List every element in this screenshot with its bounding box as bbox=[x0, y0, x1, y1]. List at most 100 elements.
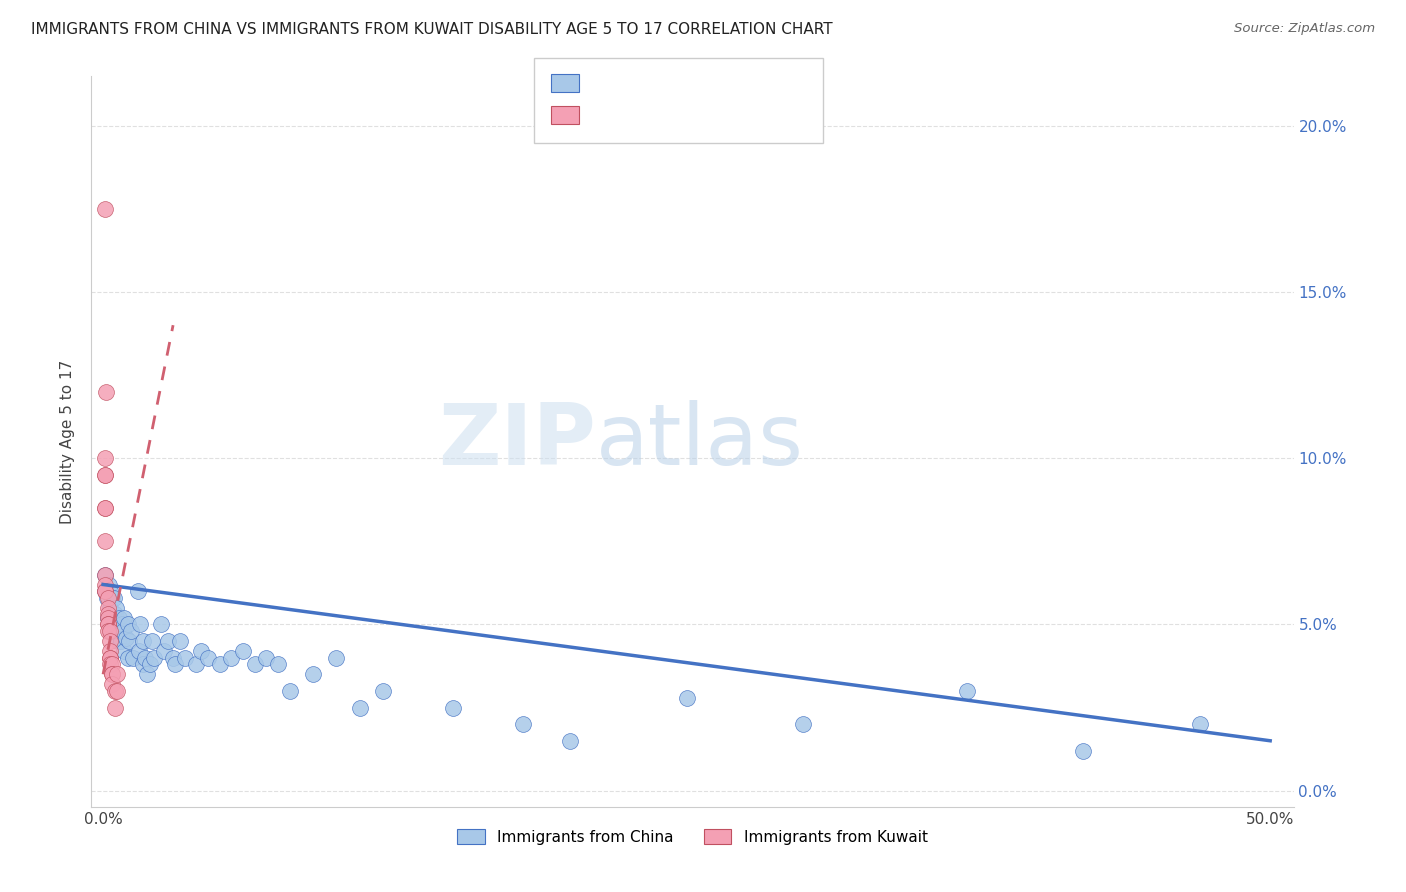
Point bbox=[1073, 744, 1095, 758]
Point bbox=[97, 617, 120, 632]
Point bbox=[94, 567, 117, 582]
Point bbox=[103, 617, 125, 632]
Point bbox=[104, 607, 127, 622]
Point bbox=[94, 534, 117, 549]
Point bbox=[103, 591, 125, 605]
Point bbox=[104, 684, 127, 698]
Text: ZIP: ZIP bbox=[439, 400, 596, 483]
Point bbox=[105, 667, 128, 681]
Point bbox=[118, 634, 141, 648]
Point bbox=[96, 591, 118, 605]
Point bbox=[98, 650, 121, 665]
Point bbox=[98, 624, 121, 638]
Point bbox=[278, 684, 301, 698]
Point bbox=[107, 634, 129, 648]
Point bbox=[127, 584, 149, 599]
Point bbox=[101, 657, 124, 672]
Point bbox=[98, 617, 121, 632]
Point bbox=[108, 611, 131, 625]
Point bbox=[97, 624, 120, 638]
Point bbox=[373, 684, 395, 698]
Point bbox=[157, 634, 180, 648]
Point bbox=[132, 657, 155, 672]
Point bbox=[98, 634, 121, 648]
Point bbox=[221, 650, 243, 665]
Point bbox=[94, 584, 117, 599]
Point bbox=[94, 584, 117, 599]
Text: -0.627: -0.627 bbox=[626, 76, 683, 90]
Text: Source: ZipAtlas.com: Source: ZipAtlas.com bbox=[1234, 22, 1375, 36]
Point bbox=[105, 684, 128, 698]
Point bbox=[98, 657, 121, 672]
Point bbox=[98, 584, 121, 599]
Text: atlas: atlas bbox=[596, 400, 804, 483]
Point bbox=[190, 644, 212, 658]
Point bbox=[441, 700, 464, 714]
Point bbox=[100, 624, 122, 638]
Point bbox=[128, 644, 150, 658]
Legend: Immigrants from China, Immigrants from Kuwait: Immigrants from China, Immigrants from K… bbox=[451, 822, 934, 851]
Point bbox=[150, 617, 173, 632]
Point bbox=[97, 611, 120, 625]
Point bbox=[208, 657, 231, 672]
Point bbox=[98, 600, 121, 615]
Point bbox=[117, 650, 139, 665]
Point bbox=[101, 677, 124, 691]
Point bbox=[98, 650, 121, 665]
Point bbox=[97, 611, 120, 625]
Point bbox=[108, 624, 131, 638]
Point bbox=[94, 501, 117, 516]
Text: N =: N = bbox=[693, 109, 730, 123]
Text: 0.283: 0.283 bbox=[626, 109, 676, 123]
Point bbox=[94, 384, 117, 399]
Point bbox=[98, 644, 121, 658]
Point bbox=[256, 650, 278, 665]
Point bbox=[512, 717, 534, 731]
Point bbox=[104, 624, 127, 638]
Point bbox=[1189, 717, 1212, 731]
Point bbox=[94, 451, 117, 466]
Point bbox=[120, 624, 142, 638]
Point bbox=[105, 617, 128, 632]
Point bbox=[134, 650, 156, 665]
Point bbox=[104, 700, 127, 714]
Point bbox=[122, 650, 145, 665]
Point bbox=[302, 667, 325, 681]
Point bbox=[162, 650, 184, 665]
Point bbox=[558, 733, 581, 747]
Point bbox=[197, 650, 219, 665]
Point bbox=[111, 617, 134, 632]
Point bbox=[139, 657, 162, 672]
Point bbox=[97, 617, 120, 632]
Point bbox=[115, 631, 138, 645]
Point bbox=[112, 644, 135, 658]
Point bbox=[101, 591, 124, 605]
Text: R =: R = bbox=[586, 109, 621, 123]
Text: N =: N = bbox=[693, 76, 730, 90]
Point bbox=[94, 584, 117, 599]
Point bbox=[956, 684, 979, 698]
Point bbox=[97, 591, 120, 605]
Point bbox=[94, 501, 117, 516]
Text: R =: R = bbox=[586, 76, 621, 90]
Point bbox=[94, 577, 117, 591]
Text: 70: 70 bbox=[728, 76, 751, 90]
Point bbox=[267, 657, 290, 672]
Point bbox=[675, 690, 697, 705]
Point bbox=[101, 611, 124, 625]
Point bbox=[143, 650, 166, 665]
Text: IMMIGRANTS FROM CHINA VS IMMIGRANTS FROM KUWAIT DISABILITY AGE 5 TO 17 CORRELATI: IMMIGRANTS FROM CHINA VS IMMIGRANTS FROM… bbox=[31, 22, 832, 37]
Point bbox=[111, 624, 134, 638]
Point bbox=[141, 634, 163, 648]
Point bbox=[97, 600, 120, 615]
Point bbox=[101, 667, 124, 681]
Point bbox=[169, 634, 191, 648]
Point bbox=[165, 657, 187, 672]
Point bbox=[104, 600, 127, 615]
Text: 33: 33 bbox=[728, 109, 751, 123]
Point bbox=[186, 657, 208, 672]
Point bbox=[101, 667, 124, 681]
Point bbox=[129, 617, 152, 632]
Point bbox=[173, 650, 195, 665]
Point bbox=[325, 650, 347, 665]
